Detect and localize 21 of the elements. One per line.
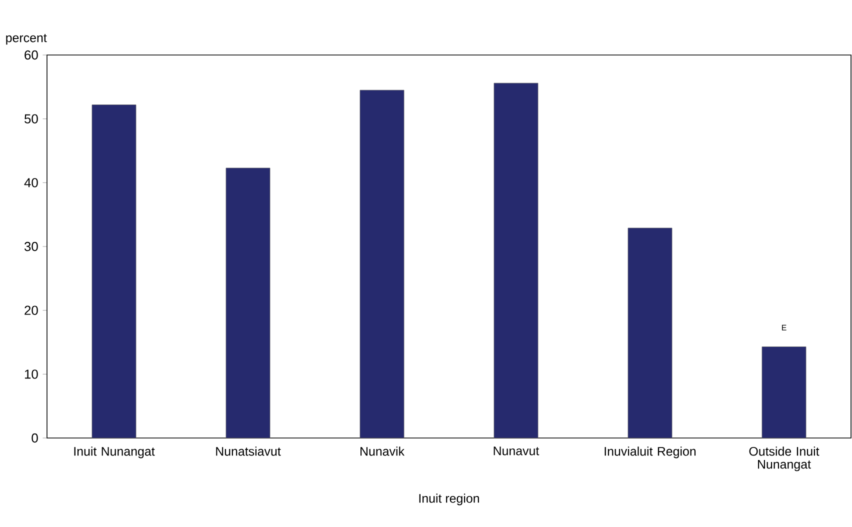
bar	[762, 346, 806, 438]
x-tick-label: Nunatsiavut	[216, 446, 281, 456]
y-tick-label: 40	[24, 178, 38, 188]
x-tick-label: Outside Inuit Nunangat	[749, 446, 820, 472]
y-tick-label: 10	[24, 370, 38, 379]
x-tick-label: Nunavik	[360, 446, 405, 456]
y-tick-label: 30	[24, 242, 38, 252]
x-tick-label: Inuit Nunangat	[74, 446, 155, 458]
x-axis-title: Inuit region	[419, 494, 479, 506]
y-axis-title: percent	[6, 34, 47, 45]
bar	[628, 228, 672, 438]
bar	[92, 104, 136, 438]
y-tick-label: 0	[32, 433, 38, 443]
x-tick-label: Nunavut	[494, 446, 540, 456]
bar	[360, 90, 404, 438]
bar	[494, 82, 538, 438]
bar	[226, 168, 270, 438]
y-tick-label: 20	[24, 306, 38, 315]
y-tick-label: 60	[24, 50, 38, 60]
x-tick-label: Inuvialuit Region	[604, 446, 696, 458]
y-tick-label: 50	[24, 114, 38, 124]
